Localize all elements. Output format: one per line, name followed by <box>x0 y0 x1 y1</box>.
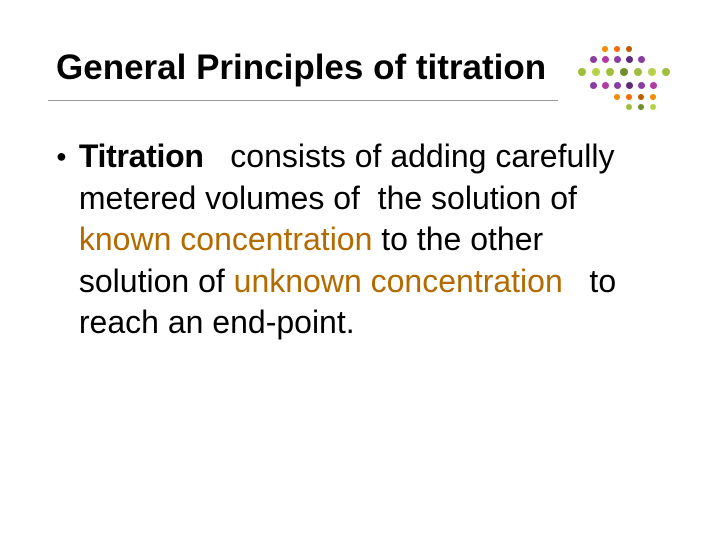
decor-dot <box>638 94 644 100</box>
title-underline <box>48 100 558 101</box>
decor-dots <box>572 46 692 116</box>
decor-dot <box>648 68 656 76</box>
title-container: General Principles of titration <box>56 48 556 88</box>
slide-title: General Principles of titration <box>56 48 556 88</box>
slide: { "slide": { "title": "General Principle… <box>0 0 720 540</box>
decor-dot <box>634 68 642 76</box>
decor-dot <box>606 68 614 76</box>
decor-dot <box>614 56 621 63</box>
decor-dot <box>650 82 657 89</box>
decor-dot <box>592 68 600 76</box>
decor-dot <box>602 46 608 52</box>
decor-dot <box>578 68 586 76</box>
decor-dot <box>638 56 645 63</box>
bullet-glyph: ● <box>56 136 67 176</box>
decor-dot <box>602 56 609 63</box>
decor-dot <box>614 46 620 52</box>
decor-dot <box>614 94 620 100</box>
bullet-item: ● Titration consists of adding carefully… <box>56 136 636 344</box>
decor-dot <box>626 56 633 63</box>
decor-dot <box>638 104 644 110</box>
decor-dot <box>614 82 621 89</box>
decor-dot <box>620 68 628 76</box>
body-paragraph: Titration consists of adding carefully m… <box>79 136 636 344</box>
lead-term: Titration <box>79 138 204 174</box>
body-container: ● Titration consists of adding carefully… <box>56 136 636 344</box>
decor-dot <box>626 82 633 89</box>
decor-dot <box>590 56 597 63</box>
decor-dot <box>638 82 645 89</box>
decor-dot <box>650 104 656 110</box>
decor-dot <box>650 94 656 100</box>
decor-dot <box>590 82 597 89</box>
highlight-unknown: unknown concentration <box>234 263 563 299</box>
decor-dot <box>626 46 632 52</box>
decor-dot <box>662 68 670 76</box>
decor-dot <box>626 104 632 110</box>
decor-dot <box>602 82 609 89</box>
highlight-known: known concentration <box>79 221 373 257</box>
decor-dot <box>626 94 632 100</box>
